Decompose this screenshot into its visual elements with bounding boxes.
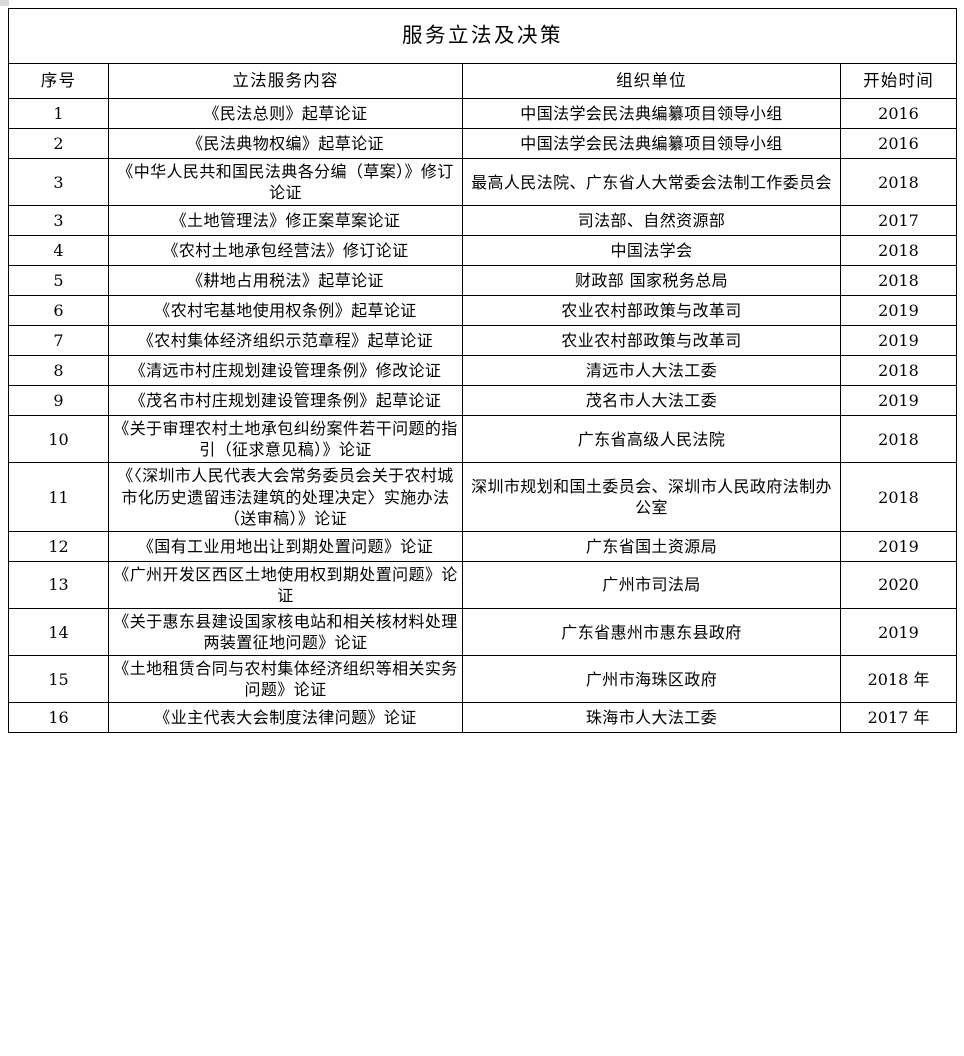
cell-content: 《广州开发区西区土地使用权到期处置问题》论证	[108, 560, 463, 609]
table-row: 4 《农村土地承包经营法》修订论证 中国法学会 2018	[8, 235, 957, 267]
cell-time: 2018	[840, 415, 957, 464]
table-row: 7 《农村集体经济组织示范章程》起草论证 农业农村部政策与改革司 2019	[8, 325, 957, 357]
cell-org: 财政部 国家税务总局	[462, 265, 841, 297]
cell-time: 2018	[840, 157, 957, 207]
cell-no: 7	[8, 325, 109, 357]
document-title: 服务立法及决策	[8, 8, 957, 64]
cell-no: 15	[8, 655, 109, 704]
table-row: 5 《耕地占用税法》起草论证 财政部 国家税务总局 2018	[8, 265, 957, 297]
table-body: 服务立法及决策 序号 立法服务内容 组织单位 开始时间 1 《民法总则》起草论证 中国法学…	[8, 8, 957, 734]
cell-time: 2019	[840, 530, 957, 562]
cell-org: 农业农村部政策与改革司	[462, 295, 841, 327]
cell-time: 2019	[840, 607, 957, 657]
cell-no: 10	[8, 415, 109, 464]
cell-org: 广州市司法局	[462, 560, 841, 609]
cell-no: 9	[8, 385, 109, 417]
cell-org: 农业农村部政策与改革司	[462, 325, 841, 357]
column-header-time: 开始时间	[840, 63, 957, 99]
cell-org: 清远市人大法工委	[462, 355, 841, 387]
table-row: 6 《农村宅基地使用权条例》起草论证 农业农村部政策与改革司 2019	[8, 295, 957, 327]
cell-no: 13	[8, 560, 109, 609]
cell-content: 《农村土地承包经营法》修订论证	[108, 235, 463, 267]
cell-time: 2018	[840, 265, 957, 297]
table-header-row: 序号 立法服务内容 组织单位 开始时间	[8, 63, 957, 99]
cell-time: 2017 年	[840, 702, 957, 734]
table-row: 16 《业主代表大会制度法律问题》论证 珠海市人大法工委 2017 年	[8, 702, 957, 734]
cell-org: 茂名市人大法工委	[462, 385, 841, 417]
table-row: 11 《〈深圳市人民代表大会常务委员会关于农村城市化历史遗留违法建筑的处理决定〉实…	[8, 462, 957, 532]
cell-org: 中国法学会	[462, 235, 841, 267]
cell-org: 深圳市规划和国土委员会、深圳市人民政府法制办公室	[462, 462, 841, 532]
table-row: 13 《广州开发区西区土地使用权到期处置问题》论证 广州市司法局 2020	[8, 560, 957, 609]
cell-no: 14	[8, 607, 109, 657]
cell-content: 《农村宅基地使用权条例》起草论证	[108, 295, 463, 327]
cell-no: 4	[8, 235, 109, 267]
cell-time: 2019	[840, 295, 957, 327]
cell-time: 2019	[840, 385, 957, 417]
cell-no: 16	[8, 702, 109, 734]
table-row: 8 《清远市村庄规划建设管理条例》修改论证 清远市人大法工委 2018	[8, 355, 957, 387]
cell-time: 2016	[840, 98, 957, 129]
cell-time: 2018 年	[840, 655, 957, 704]
table-row: 10 《关于审理农村土地承包纠纷案件若干问题的指引（征求意见稿）》论证 广东省高级人…	[8, 415, 957, 464]
cell-time: 2018	[840, 462, 957, 532]
cell-time: 2018	[840, 235, 957, 267]
cell-org: 中国法学会民法典编纂项目领导小组	[462, 128, 841, 159]
legislation-services-table: 服务立法及决策 序号 立法服务内容 组织单位 开始时间 1 《民法总则》起草论证 中国法学…	[8, 8, 957, 734]
column-header-content: 立法服务内容	[108, 63, 463, 99]
cell-no: 6	[8, 295, 109, 327]
cell-no: 2	[8, 128, 109, 159]
cell-time: 2018	[840, 355, 957, 387]
table-row: 9 《茂名市村庄规划建设管理条例》起草论证 茂名市人大法工委 2019	[8, 385, 957, 417]
cell-content: 《业主代表大会制度法律问题》论证	[108, 702, 463, 734]
cell-content: 《耕地占用税法》起草论证	[108, 265, 463, 297]
cell-no: 1	[8, 98, 109, 129]
table-row: 3 《中华人民共和国民法典各分编（草案）》修订论证 最高人民法院、广东省人大常委会法…	[8, 157, 957, 207]
cell-time: 2019	[840, 325, 957, 357]
cell-no: 5	[8, 265, 109, 297]
title-row: 服务立法及决策	[8, 8, 957, 64]
cell-content: 《民法典物权编》起草论证	[108, 128, 463, 159]
cell-org: 广州市海珠区政府	[462, 655, 841, 704]
cell-time: 2017	[840, 205, 957, 237]
cell-org: 最高人民法院、广东省人大常委会法制工作委员会	[462, 157, 841, 207]
cell-content: 《清远市村庄规划建设管理条例》修改论证	[108, 355, 463, 387]
cell-content: 《〈深圳市人民代表大会常务委员会关于农村城市化历史遗留违法建筑的处理决定〉实施办…	[108, 462, 463, 532]
cell-content: 《茂名市村庄规划建设管理条例》起草论证	[108, 385, 463, 417]
table-row: 14 《关于惠东县建设国家核电站和相关核材料处理两装置征地问题》论证 广东省惠州市惠…	[8, 607, 957, 657]
column-header-org: 组织单位	[462, 63, 841, 99]
table-row: 1 《民法总则》起草论证 中国法学会民法典编纂项目领导小组 2016	[8, 98, 957, 129]
cell-time: 2016	[840, 128, 957, 159]
cell-org: 广东省高级人民法院	[462, 415, 841, 464]
cell-content: 《农村集体经济组织示范章程》起草论证	[108, 325, 463, 357]
cell-org: 广东省惠州市惠东县政府	[462, 607, 841, 657]
cell-no: 3	[8, 157, 109, 207]
table-row: 2 《民法典物权编》起草论证 中国法学会民法典编纂项目领导小组 2016	[8, 128, 957, 159]
scan-artifact	[0, 0, 9, 6]
cell-org: 珠海市人大法工委	[462, 702, 841, 734]
cell-time: 2020	[840, 560, 957, 609]
table-row: 3 《土地管理法》修正案草案论证 司法部、自然资源部 2017	[8, 205, 957, 237]
cell-content: 《关于审理农村土地承包纠纷案件若干问题的指引（征求意见稿）》论证	[108, 415, 463, 464]
cell-no: 3	[8, 205, 109, 237]
cell-org: 司法部、自然资源部	[462, 205, 841, 237]
cell-content: 《中华人民共和国民法典各分编（草案）》修订论证	[108, 157, 463, 207]
cell-content: 《关于惠东县建设国家核电站和相关核材料处理两装置征地问题》论证	[108, 607, 463, 657]
cell-content: 《土地租赁合同与农村集体经济组织等相关实务问题》论证	[108, 655, 463, 704]
cell-content: 《民法总则》起草论证	[108, 98, 463, 129]
cell-no: 8	[8, 355, 109, 387]
cell-org: 中国法学会民法典编纂项目领导小组	[462, 98, 841, 129]
column-header-no: 序号	[8, 63, 109, 99]
cell-content: 《土地管理法》修正案草案论证	[108, 205, 463, 237]
cell-no: 12	[8, 530, 109, 562]
cell-org: 广东省国土资源局	[462, 530, 841, 562]
table-row: 15 《土地租赁合同与农村集体经济组织等相关实务问题》论证 广州市海珠区政府 2018…	[8, 655, 957, 704]
table-row: 12 《国有工业用地出让到期处置问题》论证 广东省国土资源局 2019	[8, 530, 957, 562]
cell-content: 《国有工业用地出让到期处置问题》论证	[108, 530, 463, 562]
cell-no: 11	[8, 462, 109, 532]
